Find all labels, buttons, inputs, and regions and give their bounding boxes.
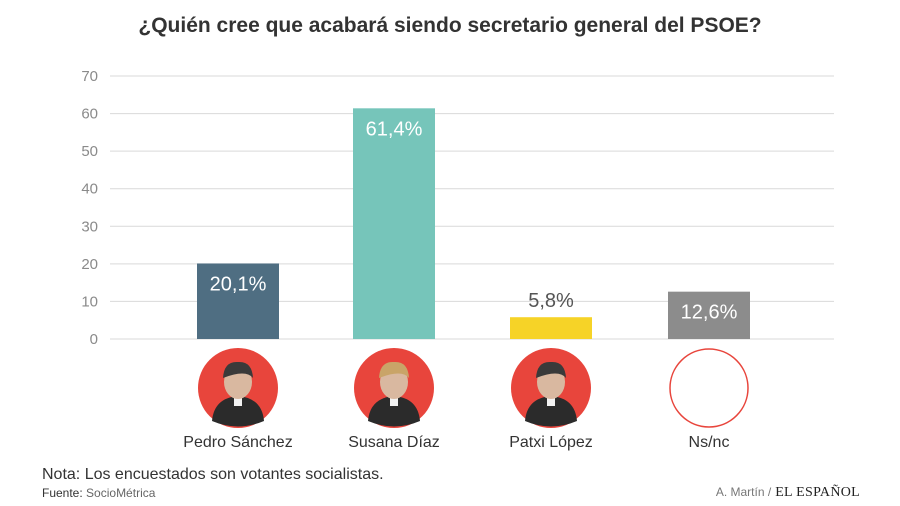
source-value: SocioMétrica [86, 486, 156, 500]
y-tick-label: 50 [81, 143, 98, 160]
brand-logo: EL ESPAÑOL [775, 485, 860, 500]
bar-value-label: 20,1% [210, 273, 267, 295]
category-labels: Pedro Sánchez Susana Díaz Patxi López Ns/nc [183, 434, 729, 451]
bars: 20,1% 61,4% 5,8% 12,6% [197, 108, 750, 339]
bar-value-label: 5,8% [528, 290, 574, 312]
bar [197, 263, 279, 339]
portrait-shoulders [368, 396, 420, 427]
footnote: Nota: Los encuestados son votantes socia… [42, 466, 384, 483]
y-tick-label: 10 [81, 293, 98, 310]
bar [353, 108, 435, 339]
portrait-collar [390, 396, 398, 406]
chart-title: ¿Quién cree que acabará siendo secretari… [138, 14, 762, 37]
gridlines [110, 75, 834, 340]
source-line: Fuente: SocioMétrica [42, 486, 155, 500]
credit: A. Martín / EL ESPAÑOL [716, 485, 860, 501]
y-tick-label: 40 [81, 181, 98, 198]
portrait-outline [669, 348, 749, 428]
y-tick-label: 20 [81, 256, 98, 273]
portrait-shoulders [525, 396, 577, 427]
category-label: Pedro Sánchez [183, 434, 292, 451]
portrait-hair [223, 361, 253, 378]
source-label: Fuente: [42, 486, 83, 500]
y-tick-label: 70 [81, 68, 98, 85]
bar-value-label: 61,4% [366, 118, 423, 140]
portrait-hair [536, 361, 566, 378]
person-portrait-icon [198, 348, 278, 428]
portrait-collar [234, 396, 242, 406]
portraits [198, 348, 749, 428]
y-tick-label: 60 [81, 106, 98, 123]
category-label: Patxi López [509, 434, 593, 451]
category-label: Ns/nc [689, 434, 730, 451]
portrait-hair [379, 361, 409, 378]
bar [668, 291, 750, 339]
empty-circle-icon [669, 348, 749, 428]
category-label: Susana Díaz [348, 434, 440, 451]
portrait-shoulders [212, 396, 264, 427]
y-tick-label: 0 [90, 331, 98, 348]
portrait-collar [547, 396, 555, 406]
person-portrait-icon [354, 348, 434, 428]
author-credit: A. Martín / [715, 485, 772, 499]
bar [510, 317, 592, 339]
y-axis-ticks: 0 10 20 30 40 50 60 70 [81, 68, 98, 348]
y-tick-label: 30 [81, 218, 98, 235]
person-portrait-icon [511, 348, 591, 428]
bar-value-label: 12,6% [681, 302, 738, 324]
